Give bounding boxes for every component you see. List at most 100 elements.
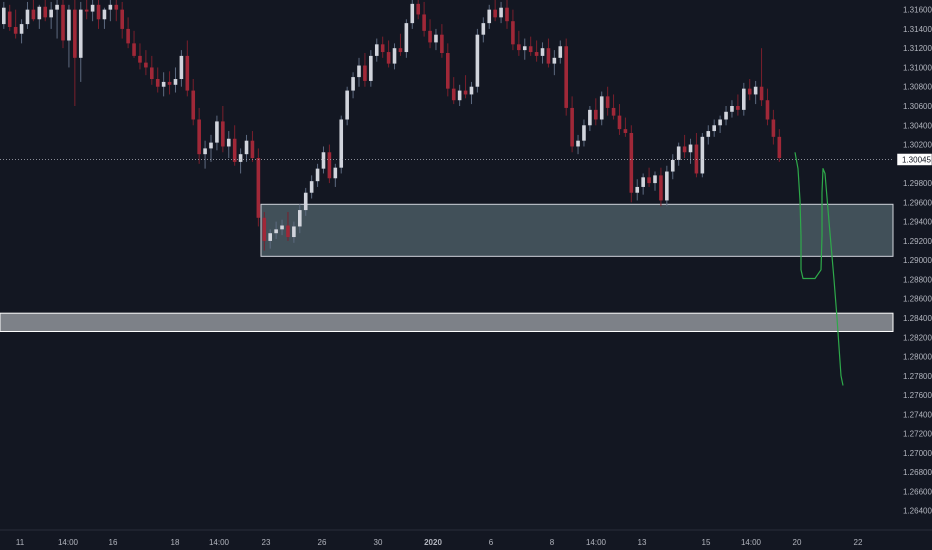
candle [647, 167, 651, 187]
candle-body [736, 106, 740, 110]
candle-body [410, 3, 415, 24]
candle [422, 1, 426, 37]
candle-body [611, 107, 616, 116]
candle-body [232, 138, 237, 162]
x-tick-label: 8 [550, 538, 555, 547]
candle [440, 24, 444, 58]
candle-body [150, 67, 154, 80]
candle [434, 28, 438, 51]
candle-body [499, 7, 503, 18]
candle-body [706, 131, 711, 137]
candle [238, 148, 243, 174]
candle-body [777, 136, 782, 159]
candle [138, 43, 142, 70]
candle-body [440, 34, 444, 53]
y-tick-label: 1.26800 [903, 468, 932, 477]
candle-body [475, 34, 480, 87]
candle [250, 131, 255, 162]
candle-body [49, 9, 53, 18]
candle [398, 33, 403, 56]
y-tick-label: 1.29600 [903, 198, 932, 207]
candle-body [321, 152, 326, 169]
candle [339, 115, 344, 174]
candle [588, 106, 592, 132]
y-axis[interactable]: 1.31600 1.31400 1.31200 1.31000 1.30800 1.306… [896, 6, 932, 516]
candle-body [126, 28, 130, 44]
candle-body [298, 210, 302, 227]
candle-body [327, 152, 332, 179]
candle-body [303, 192, 308, 211]
candle-body [13, 26, 18, 34]
candle [67, 4, 71, 68]
candle-body [653, 175, 657, 184]
candle-body [635, 186, 640, 193]
candle [309, 175, 314, 199]
x-tick-label: 6 [489, 538, 494, 547]
candle-body [552, 57, 557, 64]
candle [635, 179, 640, 201]
x-tick-label: 15 [702, 538, 711, 547]
candle-body [345, 90, 349, 120]
candle [132, 30, 136, 58]
candle [345, 86, 349, 126]
candle-body [55, 4, 59, 10]
candle-body [37, 6, 42, 20]
candle [357, 57, 361, 87]
candle-body [203, 148, 207, 155]
candle [475, 28, 480, 93]
candle [126, 17, 130, 49]
candle-body [505, 7, 509, 22]
candle-body [84, 9, 89, 12]
candle [167, 71, 172, 95]
y-tick-label: 1.27000 [903, 449, 932, 458]
candle-body [771, 119, 776, 137]
candle [49, 1, 53, 29]
candle-body [351, 77, 355, 91]
candle-body [179, 55, 184, 80]
candle-body [528, 46, 533, 53]
candle [457, 84, 462, 106]
candle-body [102, 9, 107, 20]
y-tick-label: 1.31000 [903, 63, 932, 72]
candle [540, 42, 545, 64]
candle [759, 48, 764, 106]
projection-layer [794, 152, 844, 386]
candle [410, 0, 415, 29]
candle-body [576, 140, 580, 147]
candle [226, 131, 231, 159]
candle-body [19, 24, 24, 34]
candle-body [753, 86, 758, 95]
x-tick-label: 14:00 [58, 538, 79, 547]
candle [2, 1, 6, 29]
candle-body [457, 90, 462, 101]
candle-body [90, 4, 95, 12]
candle-body [238, 154, 243, 162]
candle [753, 80, 758, 105]
candle [108, 0, 113, 22]
candle-body [185, 55, 190, 91]
zones-layer [0, 203, 894, 332]
candle [232, 125, 237, 166]
candle [173, 67, 178, 93]
y-tick-label: 1.27200 [903, 430, 932, 439]
candle-body [540, 48, 545, 56]
candle [724, 106, 728, 126]
y-tick-label: 1.28200 [903, 333, 932, 342]
candle [374, 38, 379, 62]
candle-body [280, 225, 284, 230]
candle [209, 134, 213, 162]
y-tick-label: 1.31400 [903, 25, 932, 34]
candle-body [114, 4, 119, 10]
candle [37, 4, 42, 29]
candle-body [357, 65, 361, 78]
x-tick-label: 18 [171, 538, 180, 547]
candle [363, 53, 367, 87]
candle [315, 163, 320, 187]
candle-body [333, 167, 338, 179]
candle [517, 30, 521, 56]
candle-body [404, 23, 409, 53]
candle [552, 50, 557, 76]
x-axis[interactable]: 11 14:00 16 18 14:00 23 26 30 2020 6 8 14:00 13 15 14:… [16, 538, 863, 547]
y-tick-label: 1.28000 [903, 353, 932, 362]
